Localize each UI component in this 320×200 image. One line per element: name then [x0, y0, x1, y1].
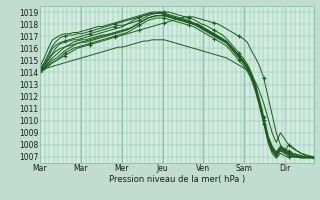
X-axis label: Pression niveau de la mer( hPa ): Pression niveau de la mer( hPa ) — [109, 175, 245, 184]
